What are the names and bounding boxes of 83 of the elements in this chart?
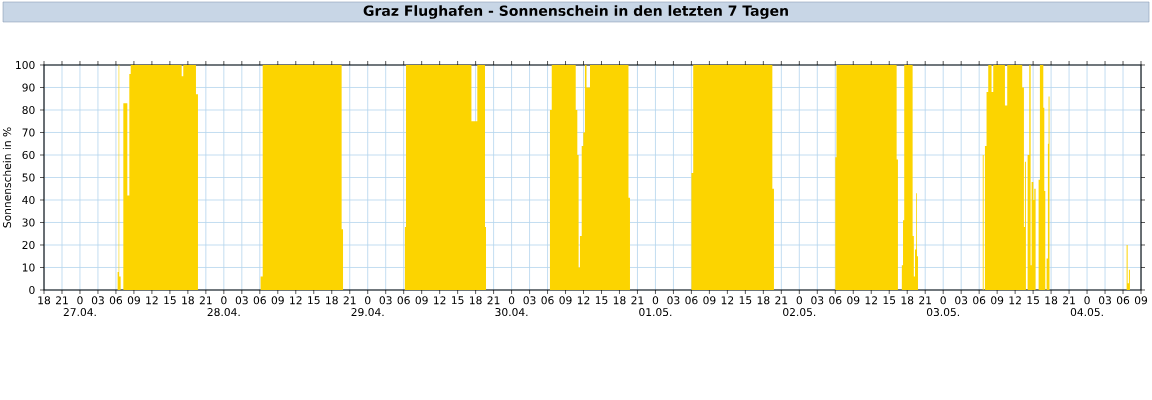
x-tick-label: 21 <box>487 296 500 305</box>
x-tick-label: 21 <box>631 296 644 305</box>
x-tick-label: 15 <box>739 296 752 305</box>
x2-tick-label: 27.04. <box>63 308 96 317</box>
x-tick-label: 0 <box>1084 296 1090 305</box>
x-tick-label: 12 <box>1009 296 1021 305</box>
x-tick-label: 18 <box>901 296 914 305</box>
x-tick-label: 06 <box>541 296 554 305</box>
y-tick-label: 40 <box>22 195 35 205</box>
x-tick-label: 21 <box>1063 296 1075 305</box>
x-tick-label: 12 <box>577 296 590 305</box>
x-tick-label: 06 <box>397 296 410 305</box>
x2-tick-label: 01.05. <box>639 308 672 317</box>
x2-tick-label: 03.05. <box>926 308 959 317</box>
x-tick-label: 12 <box>146 296 158 305</box>
x2-tick-label: 28.04. <box>207 308 240 317</box>
y-tick-label: 30 <box>22 218 35 227</box>
x-tick-label: 09 <box>415 296 428 305</box>
x-tick-label: 0 <box>796 296 803 305</box>
x-tick-label: 09 <box>703 296 716 305</box>
x-tick-label: 06 <box>829 296 842 305</box>
x2-tick-label: 04.05. <box>1070 308 1103 317</box>
x-tick-label: 06 <box>685 296 698 305</box>
x-tick-label: 0 <box>508 296 515 305</box>
chart-title: Graz Flughafen - Sonnenschein in den letzten 7 Tagen <box>363 5 788 19</box>
x-tick-label: 03 <box>811 296 824 305</box>
x-tick-label: 09 <box>991 296 1004 305</box>
x-tick-label: 09 <box>847 296 860 305</box>
y-tick-label: 20 <box>22 240 35 250</box>
x2-tick-label: 29.04. <box>351 308 384 317</box>
x-tick-label: 12 <box>865 296 877 305</box>
x-tick-label: 18 <box>613 296 626 305</box>
x-tick-label: 0 <box>652 296 659 305</box>
x-tick-label: 21 <box>55 296 68 305</box>
x-tick-label: 0 <box>940 296 946 305</box>
x-tick-label: 03 <box>955 296 968 305</box>
x-tick-label: 03 <box>1098 296 1111 305</box>
x-tick-label: 15 <box>595 296 608 305</box>
x-tick-label: 06 <box>973 296 986 305</box>
x-tick-label: 06 <box>1116 296 1130 305</box>
x-tick-label: 03 <box>91 296 104 305</box>
x-tick-label: 18 <box>757 296 770 305</box>
x-tick-label: 15 <box>452 296 464 305</box>
x2-tick-label: 02.05. <box>783 308 816 317</box>
x-tick-label: 15 <box>883 296 896 305</box>
x-tick-label: 09 <box>271 296 284 305</box>
x-tick-label: 03 <box>523 296 536 305</box>
x-tick-label: 03 <box>379 296 392 305</box>
y-tick-label: 70 <box>22 128 35 137</box>
x2-tick-label: 30.04. <box>495 308 528 317</box>
x-tick-label: 21 <box>775 296 788 305</box>
x-tick-label: 12 <box>290 296 302 305</box>
x-tick-label: 15 <box>308 296 320 305</box>
x-tick-label: 06 <box>253 296 266 305</box>
y-tick-label: 60 <box>22 150 35 160</box>
x-tick-label: 21 <box>919 296 931 305</box>
x-tick-label: 09 <box>559 296 572 305</box>
x-tick-label: 12 <box>721 296 734 305</box>
x-tick-label: 18 <box>326 296 338 305</box>
x-tick-label: 03 <box>667 296 680 305</box>
y-axis-title: Sonnenschein in % <box>2 127 12 228</box>
y-tick-label: 10 <box>22 263 35 272</box>
x-tick-label: 15 <box>1027 296 1039 305</box>
x-tick-label: 18 <box>470 296 482 305</box>
x-tick-label: 0 <box>77 296 83 305</box>
y-tick-label: 50 <box>22 173 35 182</box>
y-tick-label: 100 <box>16 60 35 70</box>
x-tick-label: 15 <box>164 296 176 305</box>
x-tick-label: 0 <box>365 296 371 305</box>
y-tick-label: 90 <box>22 83 35 92</box>
x-tick-label: 03 <box>235 296 248 305</box>
y-tick-label: 80 <box>22 105 35 115</box>
x-tick-label: 18 <box>38 296 51 305</box>
x-tick-label: 21 <box>199 296 212 305</box>
x-tick-label: 21 <box>343 296 356 305</box>
x-tick-label: 09 <box>1134 296 1148 305</box>
x-tick-label: 09 <box>127 296 140 305</box>
x-tick-label: 0 <box>221 296 227 305</box>
x-tick-label: 18 <box>1045 296 1058 305</box>
x-tick-label: 06 <box>109 296 123 305</box>
x-tick-label: 12 <box>434 296 446 305</box>
x-tick-label: 18 <box>182 296 194 305</box>
y-tick-label: 0 <box>29 285 35 295</box>
